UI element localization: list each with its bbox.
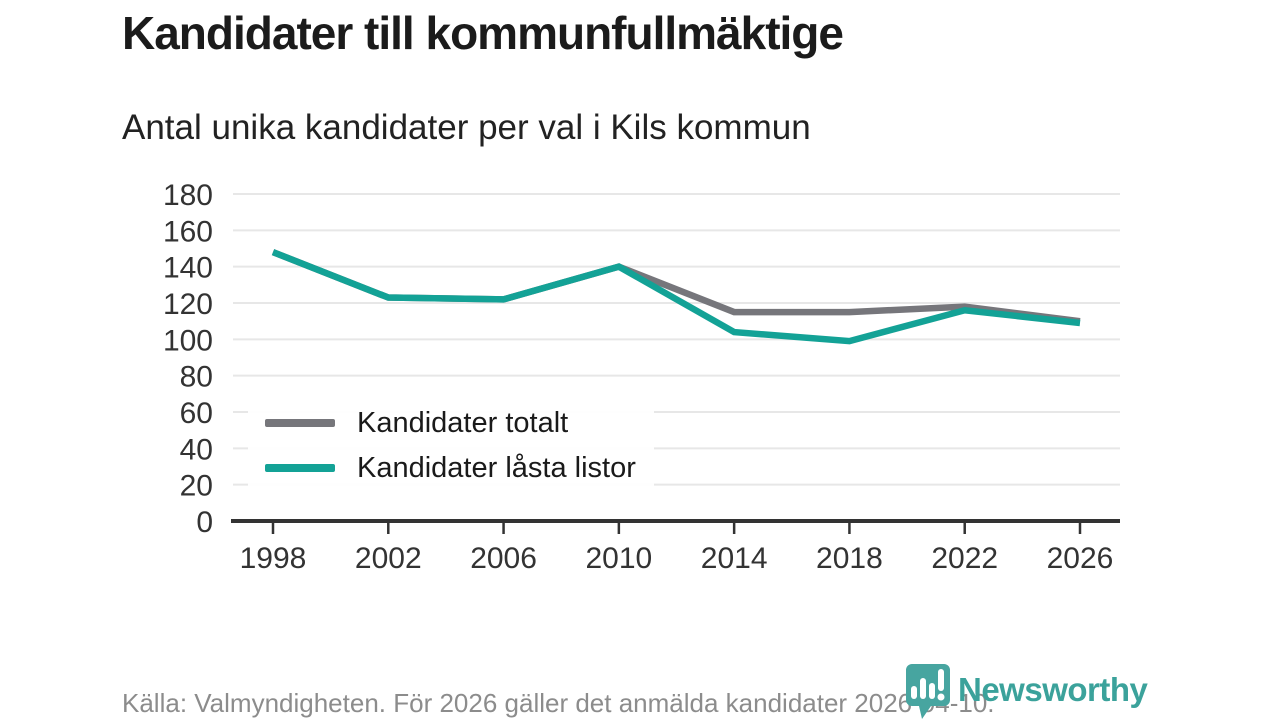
newsworthy-icon: [906, 664, 950, 719]
y-tick-label: 120: [163, 288, 213, 321]
y-tick-label: 180: [163, 179, 213, 212]
y-tick-label: 20: [180, 470, 213, 503]
newsworthy-logo: Newsworthy: [903, 660, 1148, 720]
y-tick-label: 140: [163, 252, 213, 285]
series-line: [271, 249, 1081, 345]
y-tick-label: 60: [180, 397, 213, 430]
y-tick-label: 100: [163, 324, 213, 357]
legend-item-totalt: Kandidater totalt: [265, 406, 636, 440]
chart-subtitle: Antal unika kandidater per val i Kils ko…: [122, 108, 811, 147]
y-tick-label: 40: [180, 433, 213, 466]
y-tick-label: 80: [180, 361, 213, 394]
chart-legend: Kandidater totalt Kandidater låsta listo…: [248, 399, 654, 492]
legend-item-lasta-listor: Kandidater låsta listor: [265, 451, 636, 485]
legend-swatch-lasta-listor: [265, 464, 335, 472]
x-tick-label: 2022: [931, 542, 998, 575]
x-tick-label: 1998: [240, 542, 307, 575]
legend-swatch-totalt: [265, 419, 335, 427]
y-tick-label: 0: [196, 506, 213, 539]
x-tick-label: 2026: [1047, 542, 1114, 575]
source-note: Källa: Valmyndigheten. För 2026 gäller d…: [122, 688, 995, 718]
x-tick-label: 2018: [816, 542, 883, 575]
x-tick-label: 2014: [701, 542, 768, 575]
legend-label-lasta-listor: Kandidater låsta listor: [357, 451, 636, 484]
page-title: Kandidater till kommunfullmäktige: [122, 7, 844, 59]
x-tick-label: 2002: [355, 542, 422, 575]
x-tick-label: 2010: [585, 542, 652, 575]
legend-label-totalt: Kandidater totalt: [357, 406, 569, 439]
newsworthy-wordmark: Newsworthy: [958, 671, 1148, 708]
x-tick-label: 2006: [470, 542, 537, 575]
y-tick-label: 160: [163, 215, 213, 248]
